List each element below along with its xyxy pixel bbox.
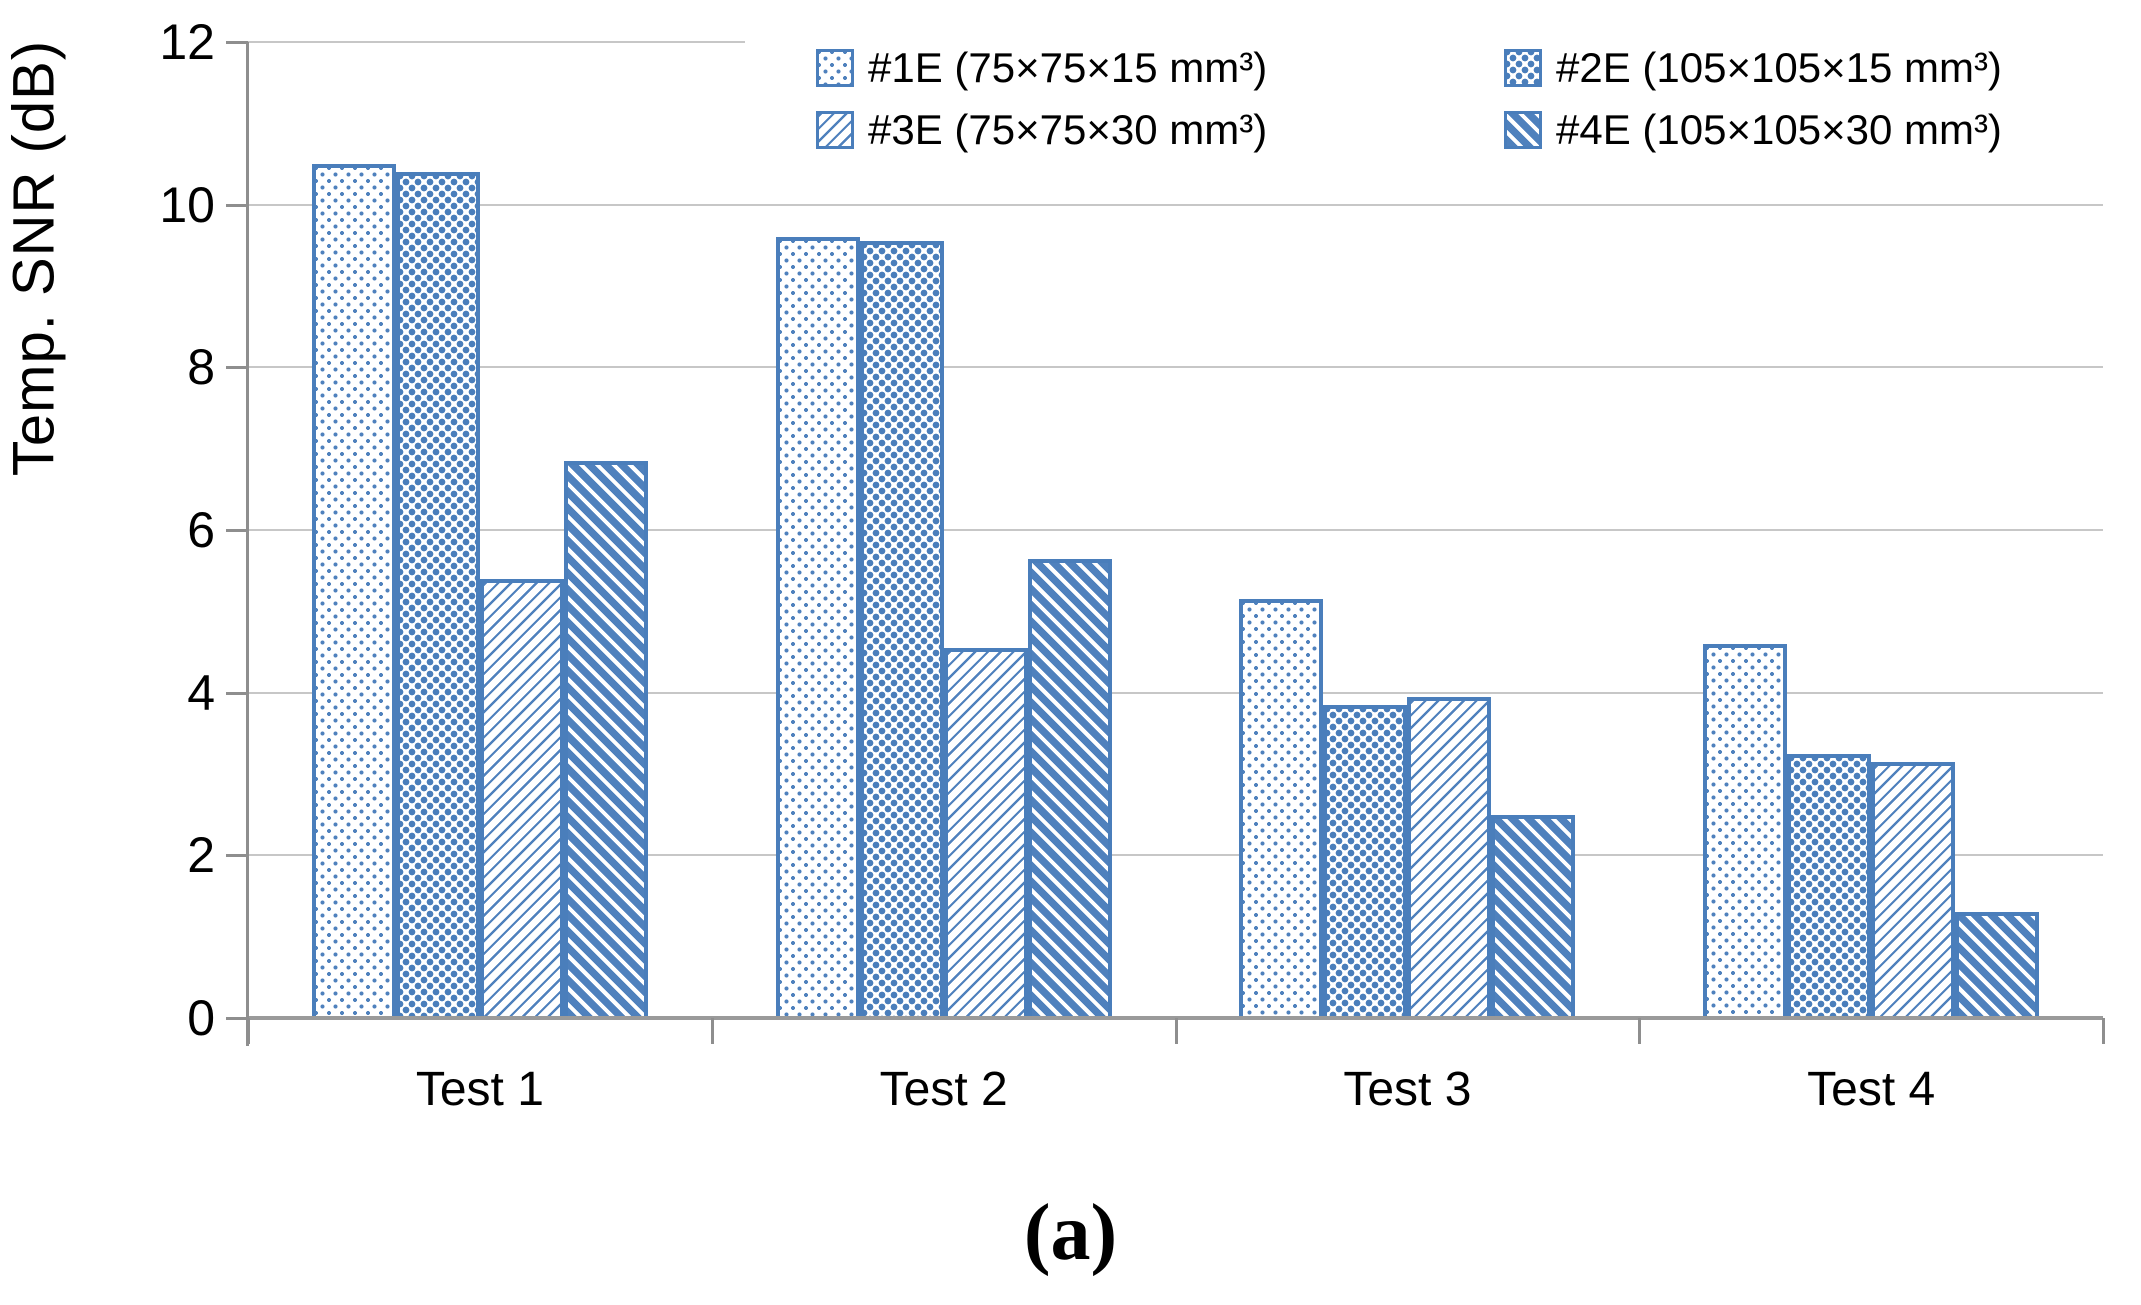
bar-1e-test1	[311, 164, 396, 1018]
legend-label: #2E (105×105×15 mm³)	[1556, 44, 2002, 91]
x-tick-mark	[2102, 1018, 2105, 1044]
legend-swatch-coarse-dots	[1504, 49, 1542, 87]
bar-2e-test4	[1787, 753, 1872, 1018]
y-axis-title: Temp. SNR (dB)	[1, 39, 67, 477]
x-tick-mark	[710, 1018, 714, 1044]
legend-item: #2E (105×105×15 mm³)	[1504, 44, 2002, 91]
x-tick-mark	[1174, 1018, 1178, 1044]
bar-1e-test4	[1703, 643, 1788, 1018]
legend-label: #4E (105×105×30 mm³)	[1556, 106, 2002, 153]
legend-item: #4E (105×105×30 mm³)	[1504, 106, 2002, 153]
y-tick-mark	[226, 691, 248, 695]
bar-3e-test4	[1871, 761, 1956, 1018]
x-axis-label: Test 1	[415, 1063, 544, 1116]
y-tick-mark	[226, 854, 248, 858]
bar-4e-test3	[1491, 814, 1576, 1018]
legend-swatch-dense-diagonal	[1504, 111, 1542, 149]
bar-1e-test2	[775, 237, 860, 1018]
gridline	[248, 529, 2103, 531]
y-tick-label: 10	[159, 176, 215, 233]
bar-4e-test1	[563, 460, 648, 1018]
gridline	[248, 366, 2103, 369]
bar-1e-test3	[1239, 599, 1324, 1018]
x-tick-mark	[247, 1018, 250, 1044]
x-axis-label: Test 2	[879, 1063, 1008, 1116]
y-tick-label: 8	[187, 339, 215, 396]
bar-2e-test2	[859, 241, 944, 1018]
legend-swatch-fine-dots	[816, 49, 854, 87]
x-axis-label: Test 4	[1807, 1063, 1936, 1116]
bar-4e-test4	[1955, 912, 2040, 1018]
bar-group	[1703, 643, 2040, 1018]
legend-label: #1E (75×75×15 mm³)	[868, 44, 1268, 91]
y-tick-mark	[226, 41, 248, 44]
gridline	[248, 691, 2103, 694]
bar-4e-test2	[1027, 558, 1112, 1018]
y-axis-line	[246, 42, 249, 1046]
gridline	[248, 854, 2103, 857]
legend-item: #1E (75×75×15 mm³)	[816, 44, 1268, 91]
x-axis-label: Test 3	[1343, 1063, 1472, 1116]
legend-item: #3E (75×75×30 mm³)	[816, 106, 1268, 153]
y-tick-label: 2	[187, 827, 215, 884]
y-tick-label: 6	[187, 502, 215, 558]
y-tick-mark	[226, 366, 248, 370]
bar-3e-test1	[479, 578, 564, 1018]
y-tick-mark	[226, 529, 248, 532]
figure-caption: (a)	[1023, 1189, 1118, 1277]
y-tick-mark	[226, 203, 248, 207]
bar-group	[1239, 599, 1576, 1018]
bar-2e-test3	[1323, 704, 1408, 1018]
y-tick-label: 0	[187, 990, 215, 1046]
x-tick-mark	[1638, 1018, 1642, 1044]
legend-backdrop	[745, 36, 2103, 176]
bar-3e-test3	[1407, 696, 1492, 1018]
gridline	[248, 41, 745, 43]
y-tick-label: 12	[159, 14, 215, 70]
y-tick-label: 4	[187, 664, 215, 721]
legend-label: #3E (75×75×30 mm³)	[868, 106, 1268, 153]
bar-group	[311, 164, 648, 1018]
bar-2e-test1	[395, 172, 480, 1018]
bar-3e-test2	[943, 647, 1028, 1018]
gridline	[248, 203, 2103, 206]
legend-swatch-light-diagonal	[816, 111, 854, 149]
bar-group	[775, 237, 1112, 1018]
y-tick-mark	[226, 1017, 248, 1020]
